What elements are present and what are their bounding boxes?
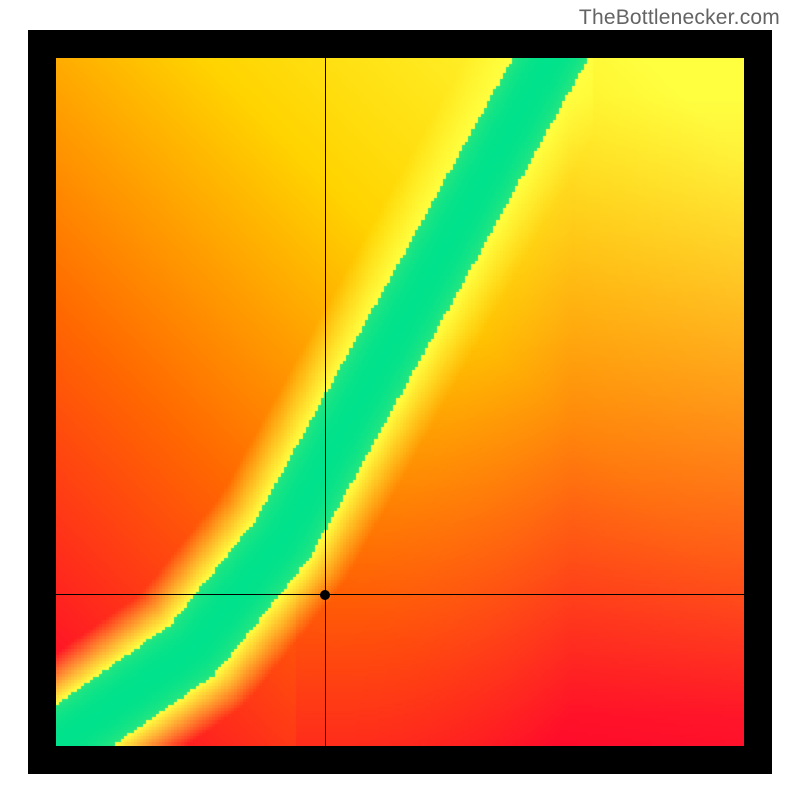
selection-marker (320, 590, 330, 600)
crosshair-vertical (325, 58, 326, 746)
attribution-text: TheBottlenecker.com (579, 6, 780, 30)
chart-container: TheBottlenecker.com (0, 0, 800, 800)
plot-frame (28, 30, 772, 774)
crosshair-horizontal (56, 594, 744, 595)
bottleneck-heatmap (56, 58, 744, 746)
